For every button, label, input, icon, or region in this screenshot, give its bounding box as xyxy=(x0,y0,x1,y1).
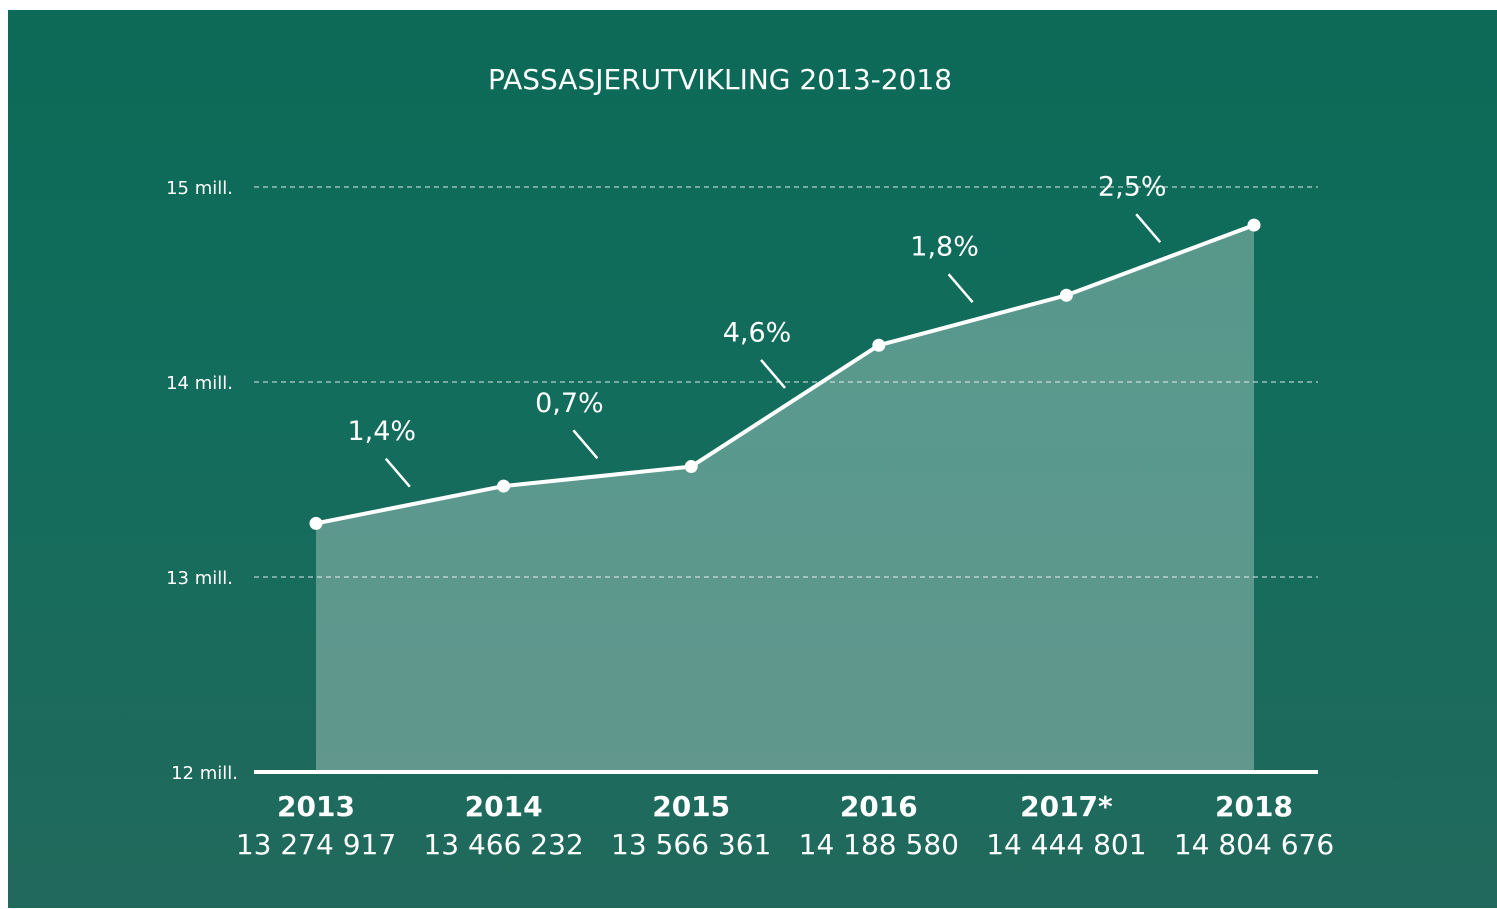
value-label: 13 274 917 xyxy=(236,828,396,861)
y-tick-label: 13 mill. xyxy=(166,568,233,589)
point xyxy=(497,479,511,493)
growth-leader xyxy=(384,457,411,488)
growth-label: 1,4% xyxy=(347,416,416,447)
growth-leader xyxy=(947,273,974,304)
growth-leader xyxy=(1135,213,1162,243)
growth-label: 1,8% xyxy=(910,232,979,263)
growth-leader xyxy=(760,359,786,389)
value-label: 14 804 676 xyxy=(1174,828,1334,861)
growth-label: 4,6% xyxy=(723,317,792,348)
growth-label: 2,5% xyxy=(1098,172,1167,203)
x-tick-label: 2016 xyxy=(840,790,918,823)
point xyxy=(684,460,698,474)
x-tick-label: 2013 xyxy=(277,790,355,823)
x-tick-label: 2017* xyxy=(1020,790,1113,823)
growth-leader xyxy=(572,429,599,460)
chart-title: PASSASJERUTVIKLING 2013-2018 xyxy=(488,63,952,96)
x-tick-label: 2018 xyxy=(1215,790,1293,823)
point xyxy=(1059,288,1073,302)
value-label: 14 444 801 xyxy=(986,828,1146,861)
y-tick-label: 15 mill. xyxy=(166,178,233,199)
background xyxy=(8,10,1497,908)
y-tick-label: 14 mill. xyxy=(166,373,233,394)
area xyxy=(316,225,1254,772)
x-tick-label: 2014 xyxy=(465,790,543,823)
point xyxy=(1247,218,1261,232)
point xyxy=(309,516,323,530)
growth-label: 0,7% xyxy=(535,388,604,419)
line xyxy=(315,223,1255,526)
x-tick-label: 2015 xyxy=(652,790,730,823)
y-tick-label: 12 mill. xyxy=(171,763,238,784)
point xyxy=(872,338,886,352)
value-label: 14 188 580 xyxy=(799,828,959,861)
value-label: 13 466 232 xyxy=(423,828,583,861)
value-label: 13 566 361 xyxy=(611,828,771,861)
